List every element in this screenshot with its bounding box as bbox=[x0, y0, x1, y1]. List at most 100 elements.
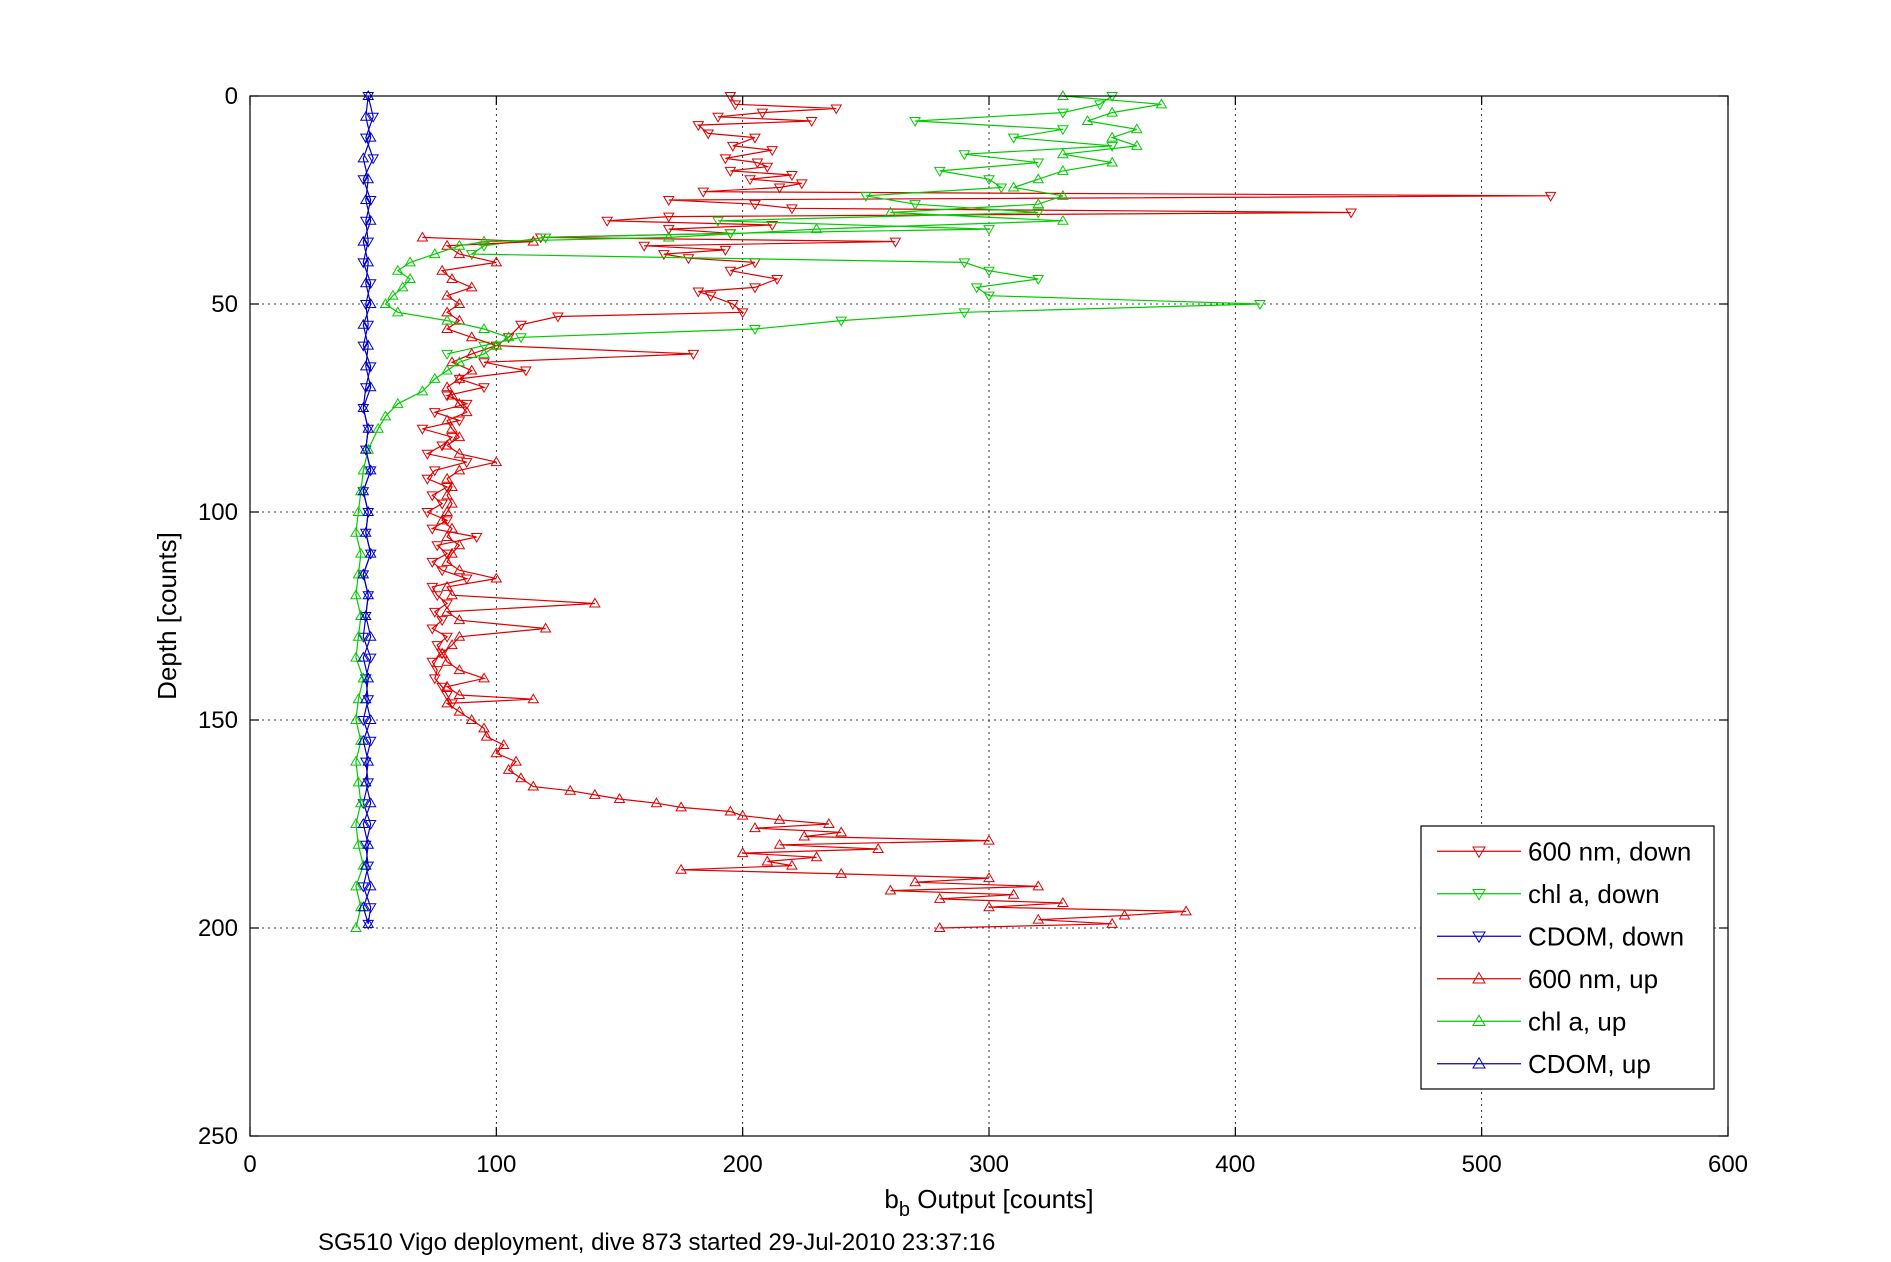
data-point bbox=[662, 225, 675, 236]
data-point bbox=[431, 541, 444, 552]
data-point bbox=[441, 364, 453, 375]
data-point bbox=[771, 275, 784, 286]
legend-marker bbox=[1472, 1014, 1486, 1026]
data-point bbox=[359, 300, 372, 310]
data-point bbox=[357, 632, 370, 643]
data-point bbox=[1032, 198, 1045, 209]
data-point bbox=[490, 572, 503, 583]
data-point bbox=[478, 383, 490, 394]
data-point bbox=[446, 389, 458, 400]
data-point bbox=[687, 349, 700, 360]
data-point bbox=[909, 116, 921, 127]
data-point bbox=[359, 610, 372, 620]
data-point bbox=[428, 674, 441, 685]
data-point bbox=[359, 277, 372, 288]
y-axis-label: Depth [counts] bbox=[152, 532, 182, 700]
data-point bbox=[773, 183, 786, 194]
data-point bbox=[719, 154, 732, 165]
data-point bbox=[490, 256, 503, 267]
data-point bbox=[421, 449, 434, 460]
data-point bbox=[367, 154, 380, 165]
data-point bbox=[364, 362, 377, 373]
data-point bbox=[766, 220, 779, 231]
data-point bbox=[453, 464, 466, 475]
data-point bbox=[453, 397, 466, 408]
data-point bbox=[1130, 139, 1143, 150]
data-point bbox=[1057, 108, 1069, 119]
data-point bbox=[453, 248, 466, 259]
data-point bbox=[1106, 92, 1119, 102]
data-point bbox=[441, 314, 453, 325]
data-point bbox=[359, 526, 372, 537]
data-point bbox=[441, 483, 453, 494]
data-point bbox=[441, 472, 453, 483]
data-point bbox=[490, 339, 503, 350]
legend-item: CDOM, down bbox=[1437, 921, 1684, 951]
data-point bbox=[773, 813, 786, 824]
data-point bbox=[749, 324, 761, 335]
data-point bbox=[453, 356, 466, 367]
data-point bbox=[675, 863, 687, 874]
data-point bbox=[362, 92, 375, 102]
data-point bbox=[465, 281, 478, 292]
data-point bbox=[431, 591, 444, 602]
data-point bbox=[441, 506, 453, 516]
data-point bbox=[453, 298, 466, 308]
data-point bbox=[712, 216, 724, 227]
data-point bbox=[719, 245, 732, 256]
legend-item: 600 nm, up bbox=[1437, 964, 1658, 994]
chart-caption: SG510 Vigo deployment, dive 873 started … bbox=[318, 1229, 995, 1256]
series-4 bbox=[350, 90, 1168, 932]
data-point bbox=[478, 341, 490, 352]
data-point bbox=[933, 922, 946, 932]
data-point bbox=[357, 651, 370, 662]
data-point bbox=[662, 212, 675, 223]
data-point bbox=[357, 716, 370, 726]
data-point bbox=[1032, 880, 1045, 891]
data-point bbox=[426, 624, 439, 635]
data-point bbox=[362, 506, 375, 516]
data-point bbox=[552, 312, 564, 323]
data-point bbox=[350, 589, 362, 600]
data-point bbox=[446, 497, 458, 508]
data-point bbox=[1032, 275, 1045, 286]
data-point bbox=[1118, 909, 1131, 920]
data-point bbox=[446, 589, 458, 600]
data-point bbox=[362, 237, 375, 248]
data-point bbox=[766, 146, 779, 157]
data-point bbox=[453, 374, 466, 385]
data-point bbox=[983, 225, 995, 236]
legend-label: CDOM, up bbox=[1528, 1049, 1651, 1079]
data-point bbox=[712, 112, 724, 123]
data-point bbox=[490, 747, 503, 758]
data-point bbox=[958, 308, 971, 319]
data-point bbox=[1057, 897, 1069, 908]
data-point bbox=[426, 557, 439, 568]
data-point bbox=[460, 406, 473, 417]
data-point bbox=[359, 110, 372, 121]
data-point bbox=[823, 818, 835, 828]
data-point bbox=[441, 239, 453, 250]
data-point bbox=[362, 508, 375, 518]
data-point bbox=[416, 231, 429, 242]
data-point bbox=[364, 549, 377, 560]
data-point bbox=[357, 175, 370, 186]
data-point bbox=[773, 838, 786, 849]
data-point bbox=[983, 901, 995, 912]
legend-label: chl a, down bbox=[1528, 879, 1660, 909]
data-point bbox=[726, 141, 739, 152]
series-5 bbox=[357, 90, 377, 928]
data-point bbox=[436, 264, 449, 275]
data-point bbox=[446, 273, 458, 284]
y-tick-label: 250 bbox=[198, 1123, 238, 1150]
data-point bbox=[465, 364, 478, 375]
data-point bbox=[359, 383, 372, 394]
data-point bbox=[1180, 905, 1192, 916]
legend-marker bbox=[1472, 1056, 1486, 1069]
data-point bbox=[428, 466, 441, 477]
data-point bbox=[352, 776, 365, 787]
data-point bbox=[396, 281, 409, 292]
data-point bbox=[441, 697, 453, 708]
data-point bbox=[359, 859, 372, 870]
data-point bbox=[810, 851, 823, 862]
